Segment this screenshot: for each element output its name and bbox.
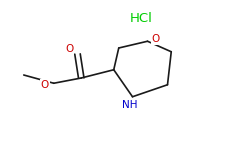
Text: NH: NH — [122, 100, 138, 111]
Text: O: O — [41, 80, 49, 90]
Text: HCl: HCl — [130, 12, 153, 24]
Text: O: O — [66, 45, 74, 54]
Text: O: O — [152, 34, 160, 44]
